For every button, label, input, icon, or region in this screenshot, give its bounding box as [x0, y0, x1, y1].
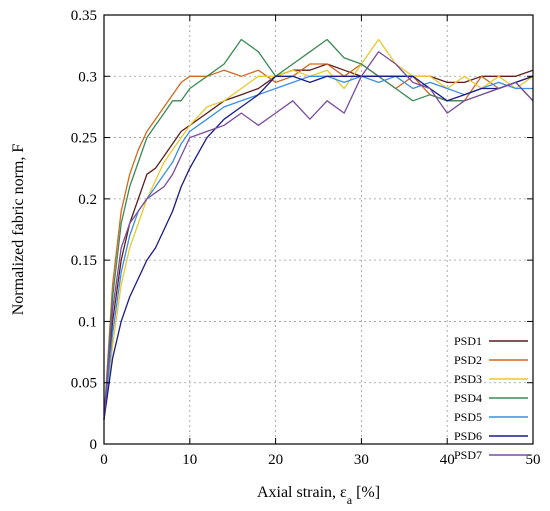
- y-tick-label: 0.35: [71, 8, 97, 24]
- y-tick-label: 0.25: [71, 131, 97, 147]
- legend-label-psd6: PSD6: [454, 429, 482, 443]
- y-tick-label: 0.1: [78, 314, 97, 330]
- y-tick-label: 0.2: [78, 192, 97, 208]
- x-axis-label-subscript: a: [347, 493, 353, 507]
- x-tick-label: 50: [526, 452, 541, 468]
- x-axis-label-unit: [%]: [352, 484, 380, 501]
- legend-label-psd4: PSD4: [454, 391, 482, 405]
- x-axis-label-main: Axial strain, ε: [257, 484, 347, 501]
- legend-label-psd5: PSD5: [454, 410, 482, 424]
- y-tick-label: 0: [90, 437, 98, 453]
- legend-label-psd1: PSD1: [454, 334, 482, 348]
- legend-label-psd3: PSD3: [454, 372, 482, 386]
- y-tick-label: 0.3: [78, 69, 97, 85]
- series-line-psd5: [103, 75, 533, 420]
- plot-frame: [103, 14, 534, 445]
- y-tick-label: 0.15: [71, 253, 97, 269]
- x-tick-label: 20: [268, 452, 283, 468]
- legend-label-psd7: PSD7: [454, 448, 482, 462]
- y-tick-label: 0.05: [71, 376, 97, 392]
- series-line-psd6: [103, 75, 534, 420]
- x-tick-label: 10: [182, 452, 197, 468]
- y-axis-label: Normalized fabric norm, F: [10, 144, 27, 316]
- legend: PSD1 PSD2 PSD3 PSD4 PSD5 PSD6 PSD7: [454, 334, 528, 462]
- grid: [104, 15, 533, 444]
- x-tick-label: 0: [100, 452, 108, 468]
- x-tick-label: 40: [440, 452, 455, 468]
- series-lines: [103, 38, 534, 420]
- legend-label-psd2: PSD2: [454, 353, 482, 367]
- series-line-psd7: [103, 51, 534, 420]
- x-tick-label: 30: [354, 452, 369, 468]
- axis-ticks: 0 10 20 30 40 50 0 0.05 0.1 0.15 0.2 0.25 0.3 0.35: [71, 8, 541, 468]
- x-axis-label: Axial strain, εa [%]: [257, 484, 380, 507]
